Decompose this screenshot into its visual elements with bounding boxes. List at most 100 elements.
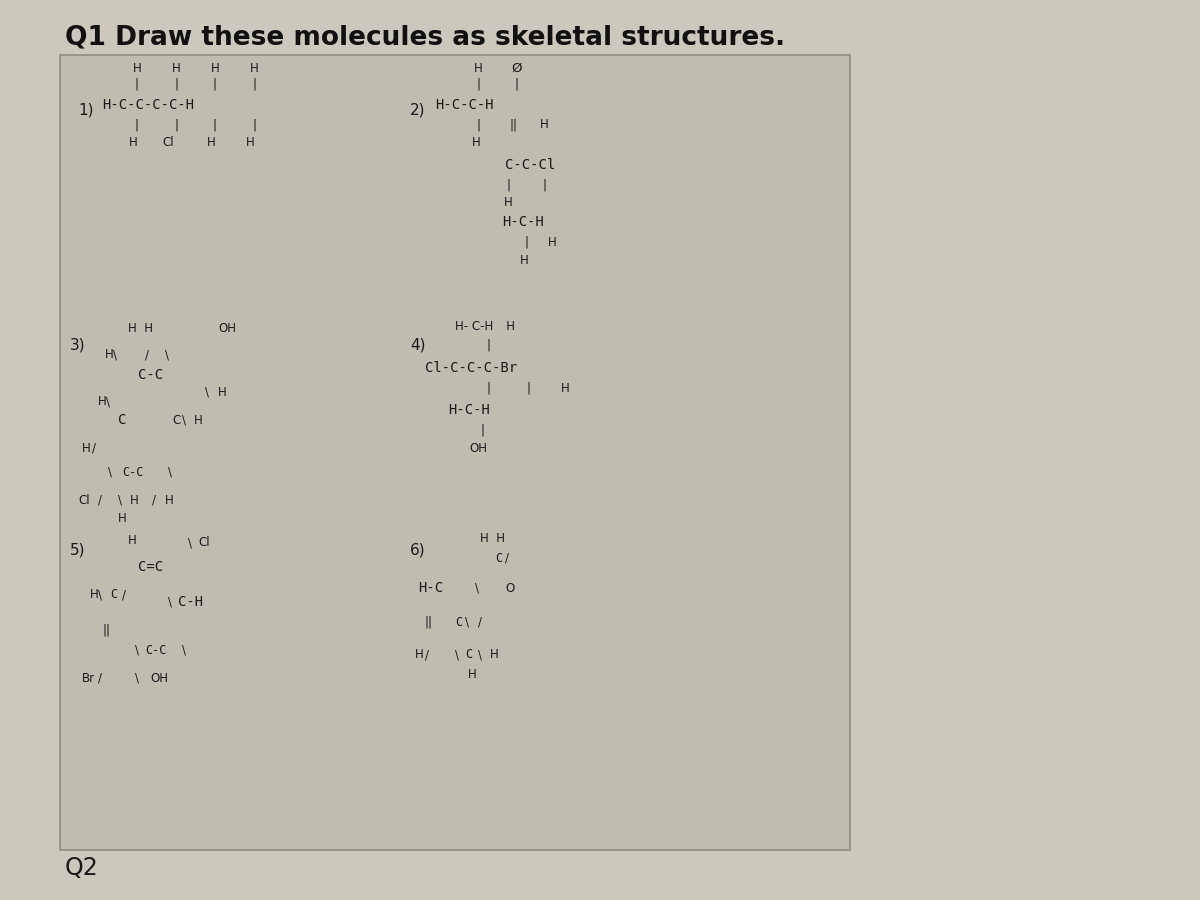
Text: H: H — [496, 320, 515, 334]
Text: H- C-H: H- C-H — [455, 320, 493, 334]
Text: O: O — [505, 581, 515, 595]
Text: H: H — [98, 395, 107, 409]
Text: Cl: Cl — [78, 493, 90, 507]
Text: /: / — [122, 589, 126, 601]
Text: C: C — [118, 413, 126, 427]
Text: |: | — [515, 77, 520, 91]
Text: H: H — [490, 649, 499, 662]
Text: \: \ — [182, 644, 186, 656]
Text: |: | — [476, 119, 480, 131]
Text: 5): 5) — [70, 543, 85, 557]
Text: H  H: H H — [480, 532, 505, 544]
Text: 4): 4) — [410, 338, 426, 353]
Text: C-H: C-H — [178, 595, 203, 609]
Text: H: H — [211, 61, 220, 75]
Text: C: C — [496, 552, 502, 564]
Text: |: | — [486, 382, 490, 394]
Text: /: / — [98, 493, 102, 507]
Text: \: \ — [182, 413, 186, 427]
Text: \: \ — [168, 596, 172, 608]
Text: \: \ — [98, 589, 102, 601]
Text: |: | — [134, 119, 139, 131]
Text: H: H — [474, 61, 482, 75]
FancyBboxPatch shape — [60, 55, 850, 850]
Text: H: H — [468, 669, 476, 681]
Text: |: | — [476, 77, 480, 91]
Text: \: \ — [134, 671, 139, 685]
Text: OH: OH — [218, 321, 236, 335]
Text: \: \ — [118, 493, 122, 507]
Text: /: / — [98, 671, 102, 685]
Text: \: \ — [134, 644, 139, 656]
Text: H: H — [166, 493, 174, 507]
Text: /: / — [478, 616, 482, 628]
Text: C: C — [172, 413, 180, 427]
Text: \: \ — [108, 465, 112, 479]
Text: H: H — [194, 413, 203, 427]
Text: \: \ — [113, 348, 116, 362]
Text: H: H — [82, 442, 91, 454]
Text: C: C — [455, 616, 462, 628]
Text: H-C-H: H-C-H — [448, 403, 490, 417]
Text: Q2: Q2 — [65, 856, 98, 880]
Text: H-C-H: H-C-H — [502, 215, 544, 229]
Text: C-C-Cl: C-C-Cl — [505, 158, 556, 172]
Text: H: H — [133, 61, 142, 75]
Text: Cl: Cl — [198, 536, 210, 550]
Text: Q1 Draw these molecules as skeletal structures.: Q1 Draw these molecules as skeletal stru… — [65, 25, 785, 51]
Text: 6): 6) — [410, 543, 426, 557]
Text: |: | — [134, 77, 139, 91]
Text: Br: Br — [82, 671, 95, 685]
Text: C=C: C=C — [138, 560, 163, 574]
Text: Cl: Cl — [162, 137, 174, 149]
Text: C: C — [110, 589, 118, 601]
Text: 1): 1) — [78, 103, 94, 118]
Text: |: | — [526, 236, 529, 248]
Text: \: \ — [168, 465, 172, 479]
Text: C: C — [466, 649, 472, 662]
Text: 3): 3) — [70, 338, 85, 353]
Text: H: H — [130, 493, 139, 507]
Text: H-C-C-C-C-H: H-C-C-C-C-H — [102, 98, 194, 112]
Text: /: / — [505, 552, 509, 564]
Text: H: H — [560, 382, 569, 394]
Text: H: H — [250, 61, 258, 75]
Text: \: \ — [475, 581, 479, 595]
Text: |: | — [486, 338, 490, 352]
Text: \: \ — [466, 616, 469, 628]
Text: H: H — [415, 649, 424, 662]
Text: H: H — [128, 534, 137, 546]
Text: |: | — [506, 178, 510, 192]
Text: |: | — [214, 77, 217, 91]
Text: C-C: C-C — [122, 465, 143, 479]
Text: 2): 2) — [410, 103, 426, 118]
Text: \: \ — [166, 348, 169, 362]
Text: |: | — [480, 424, 484, 436]
Text: H: H — [218, 385, 227, 399]
Text: H-C-C-H: H-C-C-H — [434, 98, 493, 112]
Text: \: \ — [188, 536, 192, 550]
Text: |: | — [252, 77, 256, 91]
Text: ||: || — [102, 624, 110, 636]
Text: |: | — [542, 178, 547, 192]
Text: /: / — [425, 649, 430, 662]
Text: /: / — [92, 442, 96, 454]
Text: H: H — [172, 61, 180, 75]
Text: |: | — [174, 77, 178, 91]
Text: OH: OH — [469, 442, 487, 454]
Text: |: | — [526, 382, 530, 394]
Text: Cl-C-C-C-Br: Cl-C-C-C-Br — [425, 361, 517, 375]
Text: H: H — [128, 137, 137, 149]
Text: \: \ — [106, 395, 110, 409]
Text: \: \ — [455, 649, 458, 662]
Text: OH: OH — [150, 671, 168, 685]
Text: ||: || — [425, 616, 433, 628]
Text: \: \ — [478, 649, 482, 662]
Text: Ø: Ø — [511, 61, 522, 75]
Text: C-C: C-C — [138, 368, 163, 382]
Text: H: H — [206, 137, 215, 149]
Text: H: H — [547, 236, 557, 248]
Text: H  H: H H — [128, 321, 154, 335]
Text: H-C: H-C — [418, 581, 443, 595]
Text: H: H — [520, 254, 528, 266]
